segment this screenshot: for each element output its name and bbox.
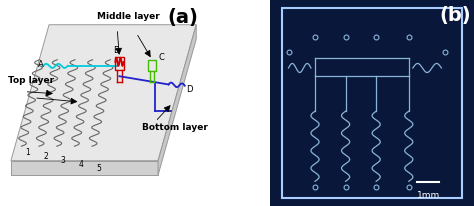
Text: Middle layer: Middle layer — [97, 12, 159, 21]
Text: 4: 4 — [78, 160, 83, 169]
Bar — [148, 60, 156, 71]
Text: B: B — [113, 46, 119, 55]
Text: 1mm: 1mm — [417, 191, 440, 200]
Text: 2: 2 — [43, 152, 48, 161]
Text: 5: 5 — [96, 164, 101, 173]
Bar — [115, 57, 124, 70]
Text: D: D — [186, 85, 193, 94]
Polygon shape — [11, 25, 196, 161]
Text: Bottom layer: Bottom layer — [142, 123, 208, 132]
Polygon shape — [11, 161, 158, 175]
Text: A: A — [37, 60, 44, 69]
Text: (a): (a) — [167, 8, 198, 27]
Text: (b): (b) — [440, 6, 472, 25]
Text: Top layer: Top layer — [8, 76, 55, 85]
Text: 1: 1 — [26, 148, 30, 157]
Text: 3: 3 — [61, 156, 65, 165]
Polygon shape — [158, 25, 196, 175]
Bar — [283, 8, 462, 198]
Text: C: C — [158, 53, 164, 62]
